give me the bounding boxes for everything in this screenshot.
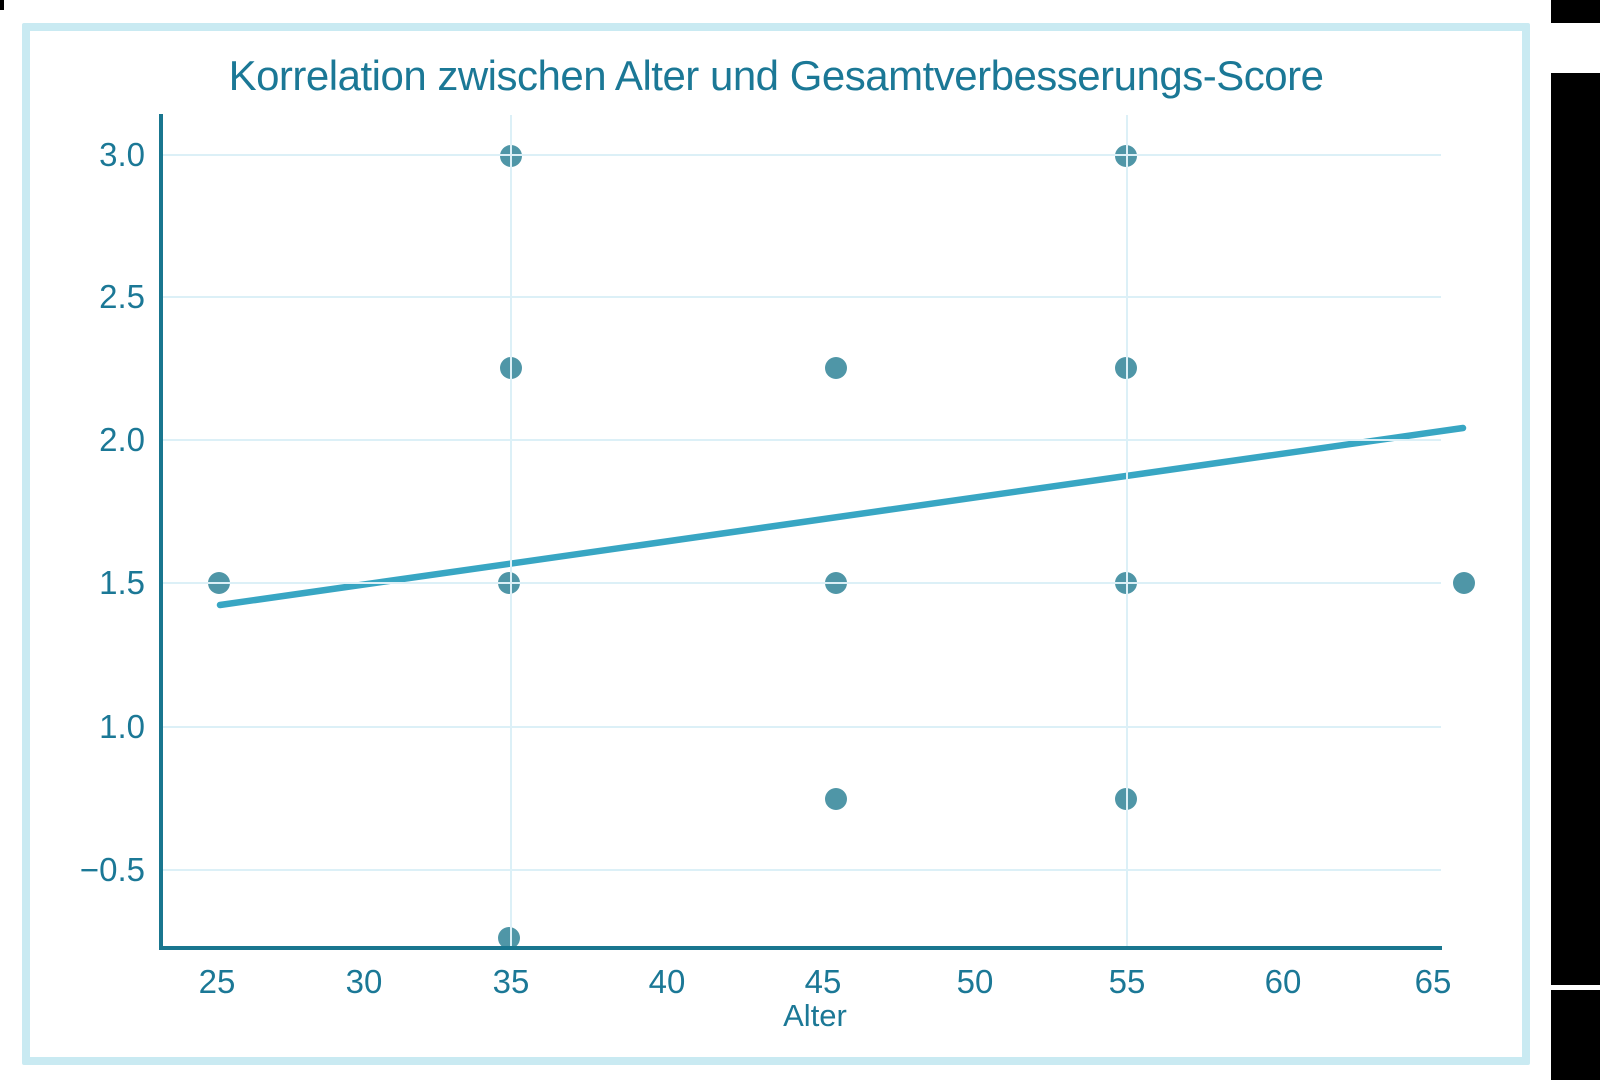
x-tick-label: 55	[1108, 963, 1146, 1000]
data-point[interactable]	[498, 927, 520, 949]
plot-area	[161, 115, 1475, 949]
y-axis-line	[159, 114, 163, 950]
v-gridline	[1126, 115, 1128, 948]
screen-edge-artifact	[1551, 73, 1600, 985]
data-point[interactable]	[825, 357, 847, 379]
data-point[interactable]	[825, 788, 847, 810]
x-tick-label: 50	[956, 963, 994, 1000]
screen-edge-artifact	[1551, 990, 1600, 1080]
h-gridline	[161, 726, 1441, 728]
y-tick-label: 1.0	[99, 708, 145, 745]
x-tick-label: 30	[345, 963, 383, 1000]
chart-card	[22, 23, 1530, 1065]
x-tick-label: 45	[804, 963, 842, 1000]
x-tick-label: 65	[1414, 963, 1452, 1000]
trend-line	[216, 424, 1467, 609]
h-gridline	[161, 296, 1441, 298]
h-gridline	[161, 869, 1441, 871]
x-tick-label: 60	[1264, 963, 1302, 1000]
x-tick-label: 40	[648, 963, 686, 1000]
y-tick-label: 2.0	[99, 421, 145, 458]
plot-svg	[208, 145, 1475, 949]
screen-edge-artifact	[1551, 0, 1600, 23]
y-tick-label: 2.5	[99, 278, 145, 315]
h-gridline	[161, 439, 1441, 441]
y-tick-label: 3.0	[99, 136, 145, 173]
x-tick-label: 35	[492, 963, 530, 1000]
screen-edge-artifact	[0, 0, 4, 10]
v-gridline	[510, 115, 512, 948]
x-axis-title: Alter	[783, 998, 847, 1033]
h-gridline	[161, 582, 1441, 584]
y-tick-label: 1.5	[99, 564, 145, 601]
chart-title: Korrelation zwischen Alter und Gesamtver…	[228, 52, 1324, 99]
y-tick-label: −0.5	[79, 851, 145, 888]
x-axis-line	[159, 946, 1442, 950]
h-gridline	[161, 154, 1441, 156]
data-point[interactable]	[1453, 572, 1475, 594]
x-tick-label: 25	[198, 963, 236, 1000]
